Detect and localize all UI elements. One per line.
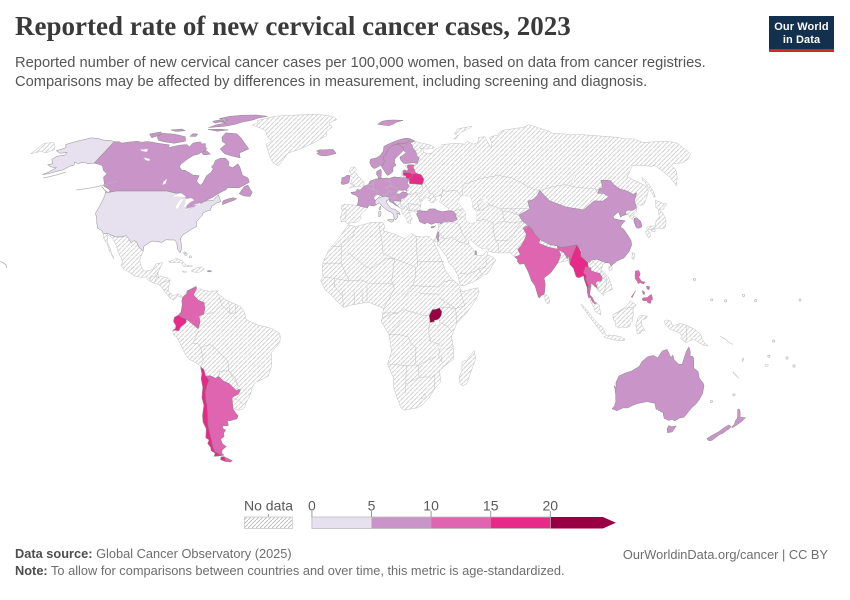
svg-text:15: 15 <box>483 498 499 514</box>
svg-text:20: 20 <box>543 498 559 514</box>
svg-text:No data: No data <box>244 498 293 514</box>
svg-text:10: 10 <box>423 498 439 514</box>
svg-text:5: 5 <box>368 498 376 514</box>
svg-text:0: 0 <box>308 498 316 514</box>
